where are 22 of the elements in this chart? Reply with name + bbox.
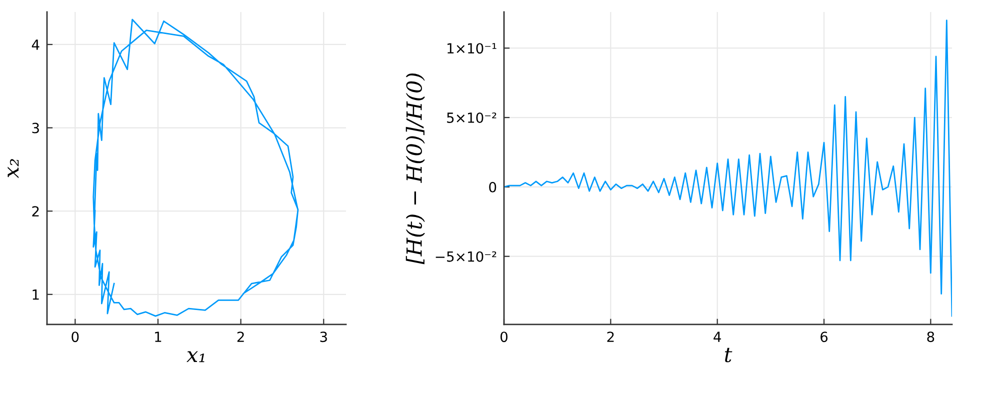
x-tick-label: 3: [320, 332, 327, 342]
x-tick-label: 2: [607, 332, 614, 342]
x-tick-label: 2: [237, 332, 244, 342]
x-tick-label: 4: [714, 332, 721, 342]
y-tick-label: 4: [32, 40, 40, 50]
y-tick-label: 0: [489, 182, 496, 192]
x-tick-label: 8: [927, 332, 934, 342]
y-tick-label: 3: [32, 122, 39, 134]
y-tick-label: 5×10⁻²: [447, 112, 496, 123]
y-axis-title: [H(t) − H(0)]/H(0): [406, 73, 425, 264]
x-axis-title: x₁: [186, 351, 204, 362]
y-tick-label: −5×10⁻²: [436, 251, 496, 262]
x-tick-label: 6: [820, 332, 828, 342]
x-tick-label: 1: [155, 332, 162, 342]
y-axis-title: x₂: [8, 159, 19, 178]
y-tick-label: 1: [32, 290, 39, 300]
x-tick-label: 0: [72, 332, 79, 342]
x-tick-label: 0: [500, 332, 508, 342]
y-tick-label: 1×10⁻¹: [448, 43, 496, 54]
y-tick-label: 2: [32, 206, 39, 216]
line-series: [92, 18, 299, 317]
x-axis-title: t: [724, 348, 732, 362]
